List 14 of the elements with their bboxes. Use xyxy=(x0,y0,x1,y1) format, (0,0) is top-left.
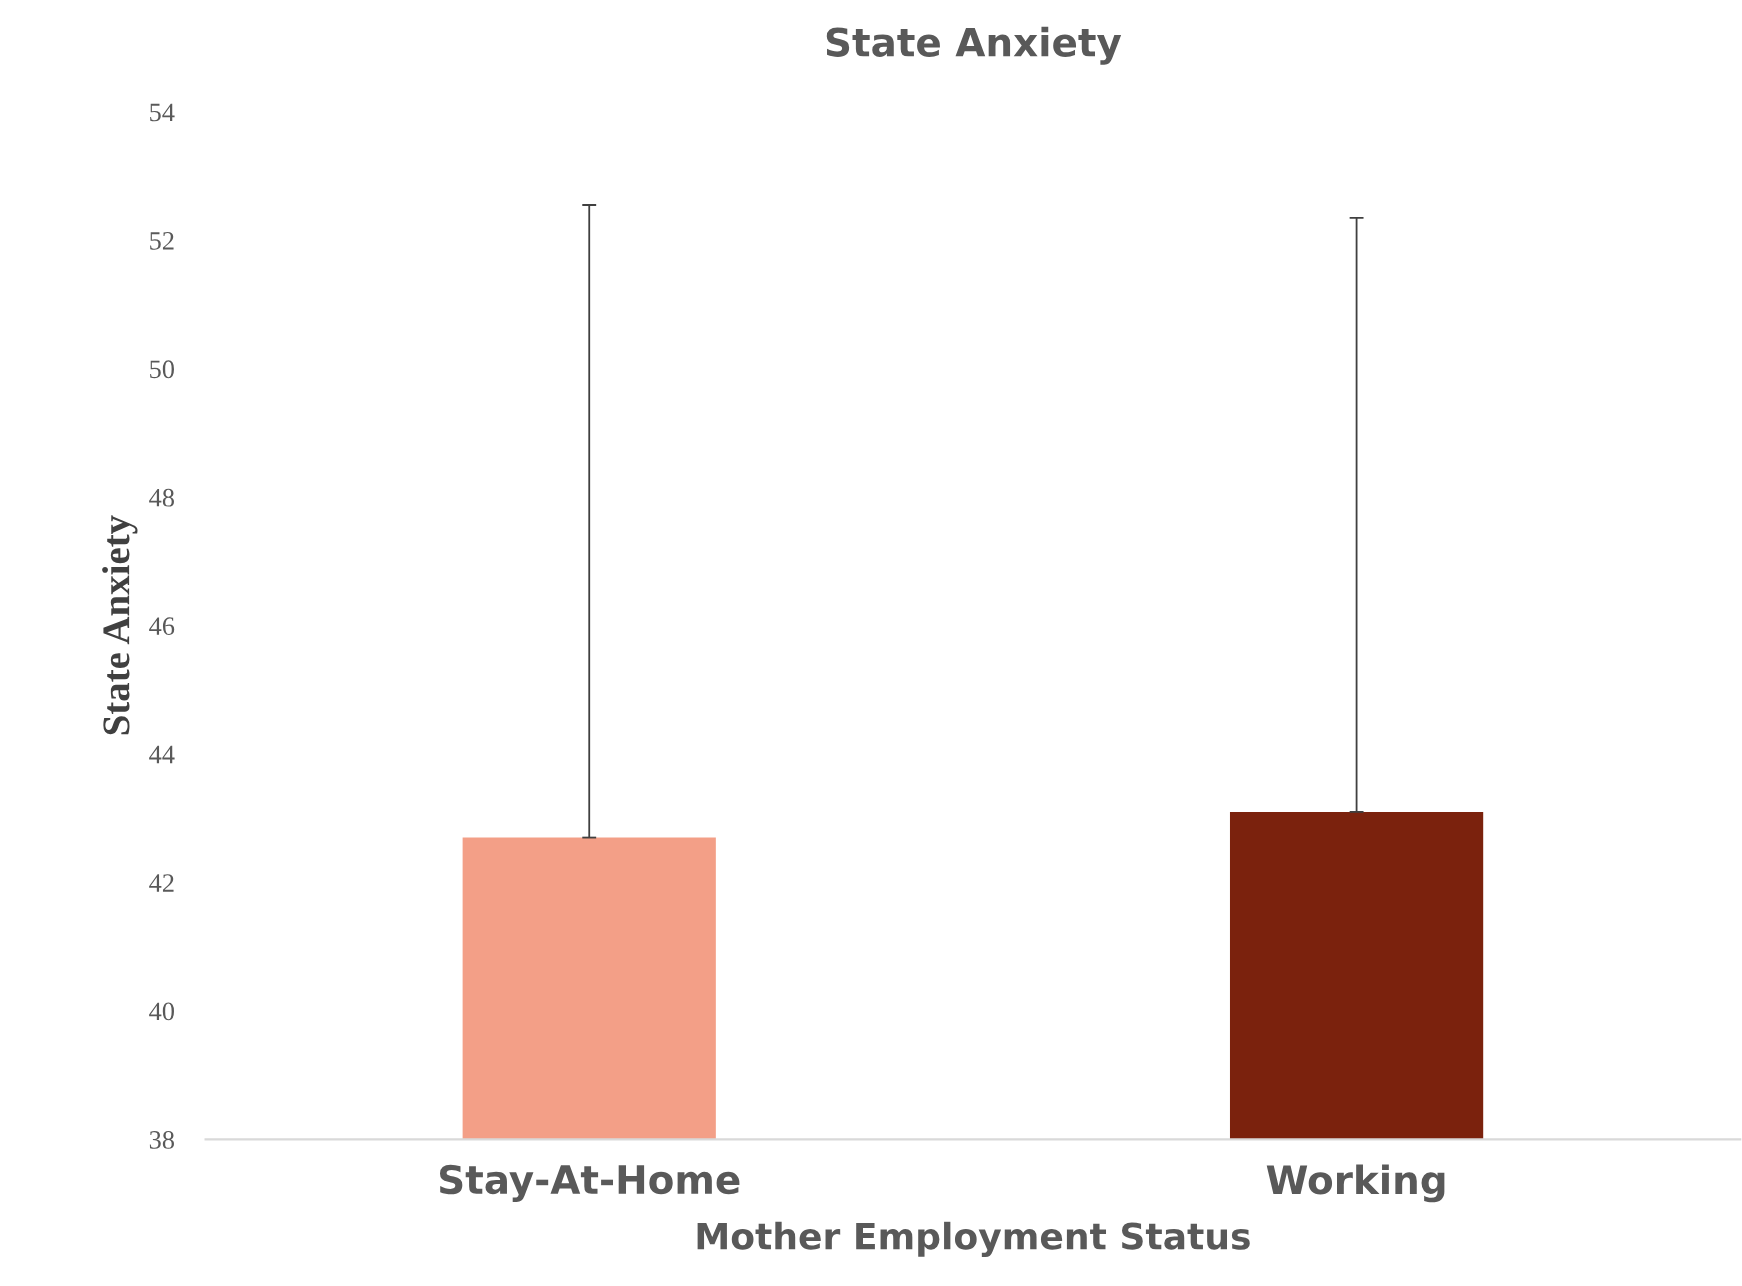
y-tick-label: 50 xyxy=(150,360,174,379)
x-axis-title: Mother Employment Status xyxy=(697,1221,1250,1258)
y-tick-label: 46 xyxy=(149,617,175,636)
y-axis-title: State Anxiety xyxy=(102,515,138,735)
y-tick-label: 42 xyxy=(149,874,174,892)
y-tick-label: 40 xyxy=(149,1002,174,1021)
y-tick-label: 38 xyxy=(149,1131,174,1149)
y-tick-label: 52 xyxy=(150,232,174,250)
x-tick-label: Stay-At-Home xyxy=(439,1164,740,1203)
chart-title: State Anxiety xyxy=(826,26,1122,65)
y-tick-label: 44 xyxy=(149,745,175,764)
x-tick-label: Working xyxy=(1266,1164,1445,1203)
y-tick-label: 48 xyxy=(149,488,174,507)
y-tick-label: 54 xyxy=(150,103,175,122)
